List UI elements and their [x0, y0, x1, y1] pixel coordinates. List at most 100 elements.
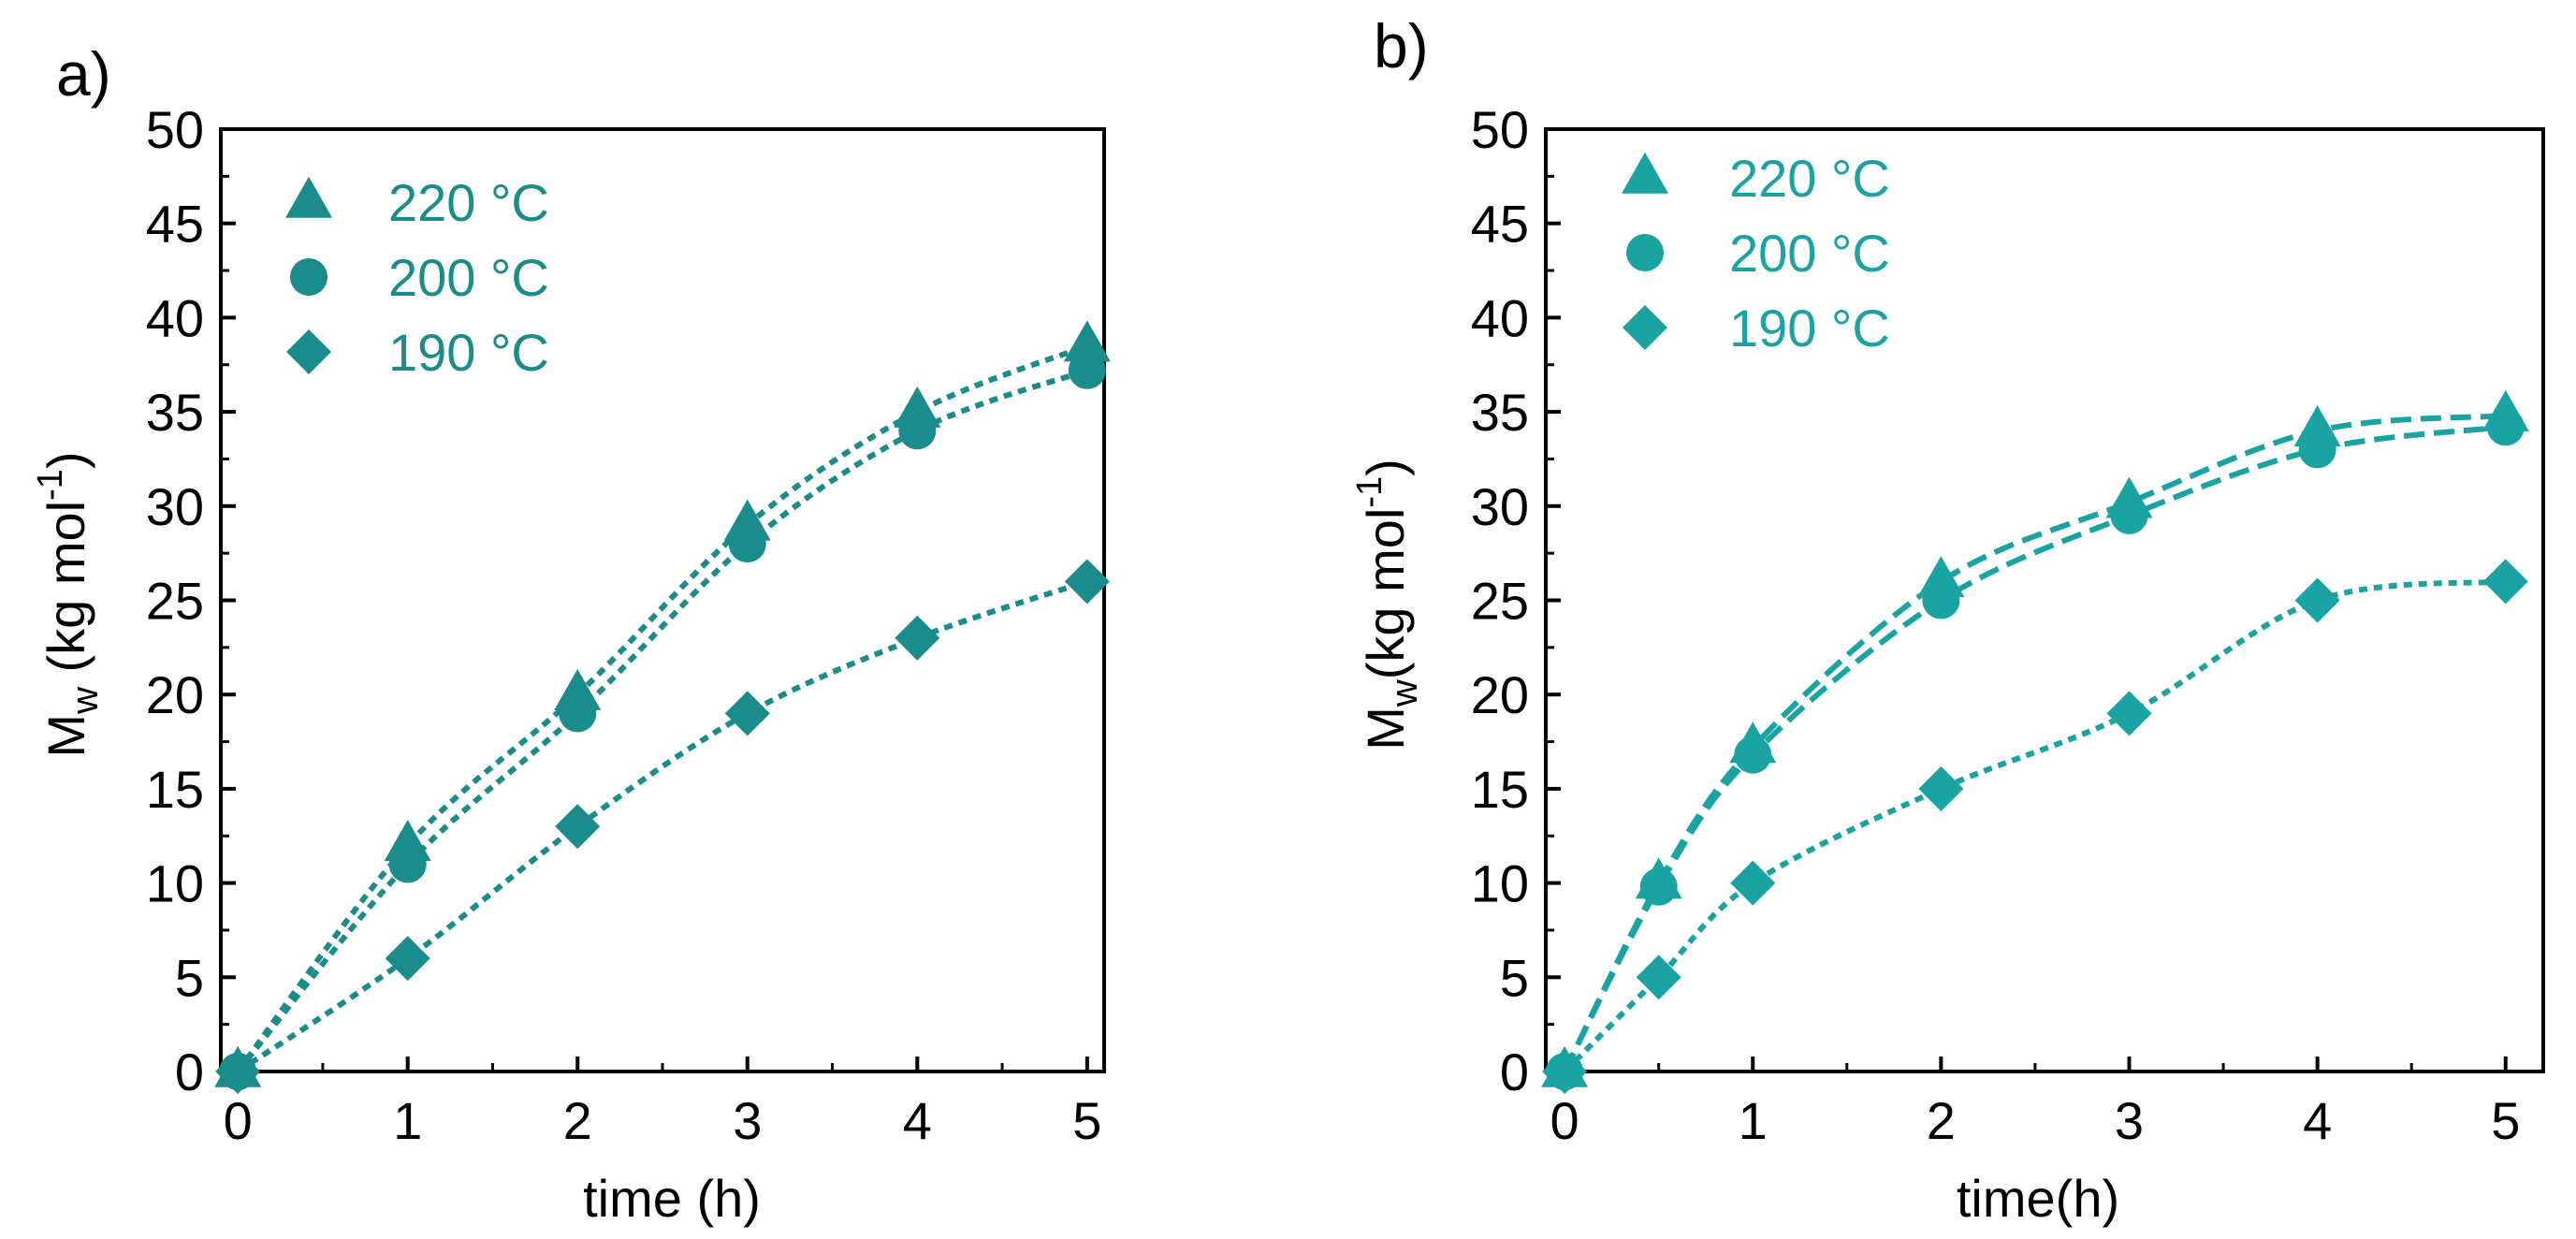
x-tick-label: 4 — [2303, 1091, 2332, 1150]
y-tick-label: 50 — [1471, 100, 1529, 159]
data-point-diamond — [2482, 559, 2528, 605]
x-tick-label: 1 — [1739, 1091, 1768, 1150]
y-tick-label: 35 — [146, 383, 204, 442]
x-tick-label: 3 — [2115, 1091, 2144, 1150]
data-markers — [1541, 389, 2529, 1094]
y-tick-label: 10 — [146, 854, 204, 913]
legend-label: 190 °C — [388, 323, 549, 382]
y-tick-label: 20 — [146, 665, 204, 724]
legend-marker-triangle — [1622, 152, 1668, 194]
y-tick-label: 35 — [1471, 383, 1529, 442]
fit-line-diamond — [1562, 578, 2507, 1074]
panel-label: a) — [56, 39, 111, 109]
y-label-subscript: w — [1384, 679, 1425, 707]
x-tick-label: 5 — [1072, 1091, 1101, 1150]
x-tick-label: 1 — [393, 1091, 422, 1150]
y-label-close: ) — [36, 451, 95, 469]
legend-label: 220 °C — [1729, 149, 1890, 208]
y-tick-label: 40 — [146, 288, 204, 347]
y-tick-label: 25 — [1471, 572, 1529, 631]
data-point-circle — [728, 525, 766, 563]
x-tick-label: 4 — [903, 1091, 932, 1150]
y-tick-label: 30 — [1471, 477, 1529, 536]
legend-marker-triangle — [285, 176, 332, 218]
data-point-circle — [559, 694, 597, 733]
legend-label: 200 °C — [388, 248, 549, 307]
y-label-subscript: w — [65, 687, 106, 715]
y-tick-label: 45 — [146, 195, 204, 254]
y-label-symbol: M — [1356, 707, 1415, 751]
data-point-circle — [388, 845, 427, 883]
data-point-diamond — [724, 691, 770, 736]
fit-line-circle — [1562, 424, 2507, 1073]
data-point-diamond — [1730, 860, 1776, 906]
y-tick-label: 25 — [146, 572, 204, 631]
data-point-circle — [1068, 351, 1106, 389]
y-tick-label: 40 — [1471, 288, 1529, 347]
y-axis-label: Mw (kg mol-1) — [31, 451, 106, 757]
data-point-diamond — [895, 615, 940, 661]
y-tick-label: 5 — [1500, 948, 1529, 1007]
legend-marker-circle — [1626, 234, 1664, 271]
data-point-diamond — [1064, 559, 1110, 605]
fit-line-circle — [235, 367, 1088, 1073]
legend: 220 °C 200 °C 190 °C — [1622, 149, 1890, 357]
plot-frame — [1544, 127, 2545, 1073]
legend-marker-circle — [290, 258, 327, 296]
y-tick-label: 30 — [146, 477, 204, 536]
x-tick-label: 0 — [224, 1091, 253, 1150]
data-point-triangle — [1063, 320, 1111, 362]
data-point-diamond — [1542, 1049, 1588, 1094]
fit-line-triangle — [1562, 413, 2507, 1073]
legend-marker-diamond — [286, 329, 331, 374]
y-tick-label: 0 — [175, 1042, 204, 1101]
y-label-unit: (kg mol — [36, 501, 95, 687]
y-label-symbol: M — [36, 714, 95, 758]
legend-marker-diamond — [1623, 305, 1667, 350]
legend-label: 220 °C — [388, 173, 549, 232]
data-point-circle — [1734, 736, 1772, 774]
y-tick-label: 5 — [175, 948, 204, 1007]
data-point-circle — [2486, 408, 2525, 446]
fit-line-diamond — [236, 578, 1088, 1074]
data-point-circle — [898, 412, 937, 450]
data-point-circle — [1922, 581, 1960, 620]
fit-curves — [1562, 413, 2507, 1074]
y-tick-label: 15 — [146, 760, 204, 819]
legend-label: 200 °C — [1729, 224, 1890, 283]
x-axis-label: time (h) — [583, 1169, 761, 1228]
y-tick-label: 50 — [146, 100, 204, 159]
y-label-close: ) — [1356, 459, 1415, 476]
legend: 220 °C 200 °C 190 °C — [285, 173, 549, 382]
y-label-exponent: -1 — [1350, 476, 1390, 508]
data-point-diamond — [2106, 691, 2152, 736]
data-point-diamond — [555, 804, 601, 850]
x-tick-label: 5 — [2491, 1091, 2520, 1150]
data-point-diamond — [385, 936, 430, 982]
y-tick-label: 15 — [1471, 760, 1529, 819]
data-point-circle — [1639, 867, 1678, 906]
y-tick-label: 10 — [1471, 854, 1529, 913]
data-point-diamond — [215, 1049, 261, 1094]
y-tick-label: 45 — [1471, 195, 1529, 254]
data-point-diamond — [1918, 765, 1964, 811]
x-tick-label: 3 — [733, 1091, 762, 1150]
y-tick-label: 20 — [1471, 665, 1529, 724]
fit-curves — [235, 343, 1088, 1074]
y-label-unit: (kg mol — [1356, 508, 1415, 680]
data-point-diamond — [2294, 577, 2340, 623]
data-point-circle — [2110, 496, 2148, 534]
y-tick-label: 0 — [1500, 1042, 1529, 1101]
fit-line-triangle — [235, 343, 1088, 1073]
data-point-diamond — [1636, 955, 1681, 1000]
y-axis-label: Mw(kg mol-1) — [1350, 459, 1425, 751]
x-axis-label: time(h) — [1957, 1169, 2119, 1228]
x-tick-label: 2 — [563, 1091, 592, 1150]
data-point-circle — [2298, 430, 2336, 469]
x-tick-label: 0 — [1550, 1091, 1579, 1150]
